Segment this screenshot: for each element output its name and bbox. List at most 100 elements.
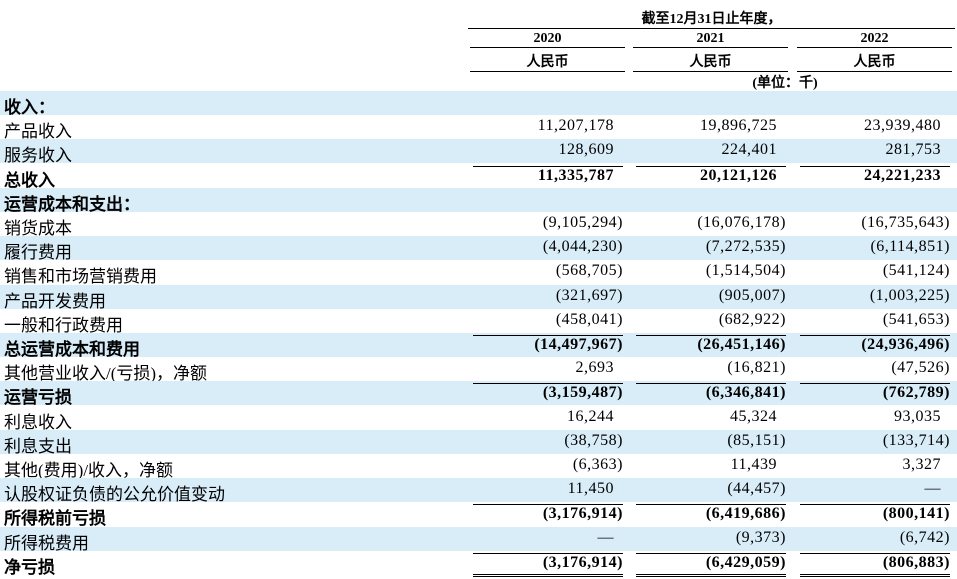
cell-value: (1,514,504) — [705, 262, 786, 280]
cell-value: 23,939,480 — [864, 117, 941, 135]
cell-value: (47,526) — [891, 359, 950, 377]
currency-header: 人民币 — [797, 51, 952, 72]
table-row: 运营成本和支出： — [0, 187, 957, 214]
cell-value: (541,124) — [882, 262, 950, 280]
table-row: 所得税费用 — (9,373) (6,742) — [0, 526, 957, 553]
cell-value: (16,076,178) — [697, 214, 786, 231]
cell-value: (14,497,967) — [473, 335, 623, 357]
row-label: 利息收入 — [4, 412, 72, 432]
cell-value: 11,335,787 — [473, 165, 623, 188]
cell-value: 20,121,126 — [636, 165, 786, 188]
table-row: 认股权证负债的公允价值变动 11,450 (44,457) — — [0, 478, 957, 505]
cell-value: (44,457) — [727, 480, 786, 498]
cell-value: (682,922) — [718, 310, 786, 328]
cell-value: 128,609 — [558, 141, 614, 159]
cell-value: (3,176,914) — [473, 504, 623, 526]
row-label: 收入： — [4, 98, 55, 117]
cell-value: 24,221,233 — [800, 165, 950, 188]
table-row: 销货成本 (9,105,294) (16,076,178) (16,735,643) — [0, 212, 957, 238]
cell-value: 11,439 — [730, 456, 777, 473]
year-header: 2020 — [470, 31, 625, 48]
cell-value: 93,035 — [894, 407, 941, 425]
table-row: 产品开发费用 (321,697) (905,007) (1,003,225) — [0, 284, 957, 311]
cell-value: 19,896,725 — [700, 117, 777, 135]
table-row: 销售和市场营销费用 (568,705) (1,514,504) (541,124) — [0, 260, 957, 287]
row-label: 履行费用 — [4, 243, 72, 263]
cell-value: (26,451,146) — [636, 335, 786, 357]
cell-value: (6,742) — [899, 528, 950, 546]
row-label: 所得税前亏损 — [4, 509, 106, 529]
cell-value: (9,105,294) — [542, 214, 623, 231]
row-label: 产品收入 — [4, 122, 72, 142]
cell-value: (1,003,225) — [869, 286, 950, 304]
row-label: 所得税费用 — [4, 533, 89, 553]
cell-value: 2,693 — [575, 359, 614, 377]
row-label: 总运营成本和费用 — [4, 340, 140, 359]
row-label: 净亏损 — [4, 557, 55, 577]
cell-value: (16,821) — [727, 359, 786, 377]
table-row: 总运营成本和费用 (14,497,967) (26,451,146) (24,936,… — [0, 333, 957, 359]
row-label: 销货成本 — [4, 219, 72, 238]
cell-value: (16,735,643) — [861, 214, 950, 231]
cell-value: (24,936,496) — [800, 335, 950, 357]
cell-value: (541,653) — [882, 310, 950, 328]
row-label: 运营亏损 — [4, 388, 72, 408]
cell-value: 3,327 — [902, 456, 941, 473]
cell-value: (800,141) — [800, 504, 950, 526]
cell-value: (38,758) — [564, 431, 623, 449]
cell-value: (4,044,230) — [542, 238, 623, 256]
cell-value: (762,789) — [800, 383, 950, 405]
cell-value: (3,159,487) — [473, 383, 623, 405]
cell-value: (7,272,535) — [705, 238, 786, 256]
table-row: 其他(费用)/收入，净额 (6,363) 11,439 3,327 — [0, 454, 957, 480]
currency-header: 人民币 — [470, 51, 625, 72]
currency-header: 人民币 — [633, 51, 788, 72]
row-label: 总收入 — [4, 170, 55, 190]
table-row: 所得税前亏损 (3,176,914) (6,419,686) (800,141) — [0, 502, 957, 529]
cell-value: (321,697) — [555, 286, 623, 304]
cell-value: (458,041) — [555, 310, 623, 328]
year-header: 2022 — [797, 31, 952, 48]
cell-value: 45,324 — [730, 407, 777, 425]
row-label: 其他(费用)/收入，净额 — [4, 461, 174, 480]
row-label: 销售和市场营销费用 — [4, 267, 157, 287]
row-label: 运营成本和支出： — [4, 194, 140, 214]
cell-value: (6,419,686) — [636, 504, 786, 526]
cell-value: 11,207,178 — [537, 117, 614, 135]
table-row: 利息支出 (38,758) (85,151) (133,714) — [0, 429, 957, 456]
row-label: 服务收入 — [4, 146, 72, 166]
cell-value: (3,176,914) — [473, 552, 623, 577]
table-row: 一般和行政费用 (458,041) (682,922) (541,653) — [0, 309, 957, 335]
table-row: 利息收入 16,244 45,324 93,035 — [0, 406, 957, 432]
cell-value: (6,429,059) — [636, 552, 786, 577]
row-label: 认股权证负债的公允价值变动 — [4, 485, 225, 505]
table-row: 产品收入 11,207,178 19,896,725 23,939,480 — [0, 115, 957, 142]
table-row: 收入： — [0, 91, 957, 117]
row-label: 利息支出 — [4, 436, 72, 456]
cell-value: (85,151) — [727, 431, 786, 449]
row-label: 其他营业收入/(亏损)，净额 — [4, 364, 208, 384]
cell-value: (806,883) — [800, 552, 950, 577]
row-label: 一般和行政费用 — [4, 315, 123, 335]
year-header: 2021 — [633, 31, 788, 48]
cell-value: (6,114,851) — [870, 238, 950, 256]
row-label: 产品开发费用 — [4, 291, 106, 311]
cell-value: (6,346,841) — [636, 383, 786, 405]
cell-value: 11,450 — [567, 480, 614, 498]
cell-value: (6,363) — [572, 456, 623, 473]
cell-value: (568,705) — [555, 262, 623, 280]
cell-value: 224,401 — [721, 141, 777, 159]
unit-note: (单位：千) — [752, 76, 818, 91]
cell-value: (9,373) — [735, 528, 786, 546]
table-row: 总收入 11,335,787 20,121,126 24,221,233 — [0, 164, 957, 190]
cell-value: 281,753 — [885, 141, 941, 159]
table-row: 履行费用 (4,044,230) (7,272,535) (6,114,851) — [0, 236, 957, 263]
cell-value: (133,714) — [882, 431, 950, 449]
table-row: 其他营业收入/(亏损)，净额 2,693 (16,821) (47,526) — [0, 357, 957, 384]
table-row: 服务收入 128,609 224,401 281,753 — [0, 139, 957, 166]
cell-value: — — [924, 480, 941, 498]
cell-value: — — [597, 528, 614, 546]
cell-value: 16,244 — [567, 407, 614, 425]
table-row: 运营亏损 (3,159,487) (6,346,841) (762,789) — [0, 381, 957, 408]
